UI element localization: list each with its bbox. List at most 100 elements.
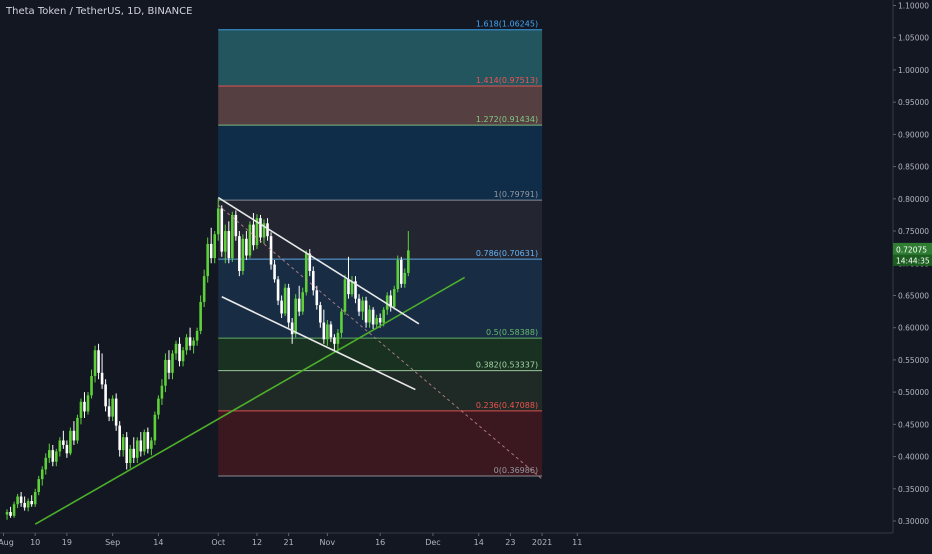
candle (23, 496, 26, 511)
fib-label: 0.236(0.47088) (476, 401, 538, 410)
candle-body (378, 318, 382, 323)
candle (111, 395, 114, 422)
candle-body (266, 223, 269, 237)
candle (181, 347, 185, 367)
fib-label: 1.618(1.06245) (476, 20, 538, 29)
candle-body (375, 318, 378, 325)
y-tick-label: 0.35000 (898, 485, 929, 494)
candle-body (343, 279, 347, 312)
fib-label: 1(0.79791) (494, 190, 538, 199)
candle (143, 429, 146, 456)
candle-body (269, 236, 273, 265)
candle-body (206, 243, 209, 277)
candle-body (195, 330, 199, 341)
candle (19, 492, 23, 507)
candle (5, 509, 9, 520)
candle (375, 314, 378, 329)
candle-body (311, 270, 315, 291)
fib-zone (218, 125, 543, 201)
candle-body (308, 253, 312, 271)
candle (188, 327, 192, 351)
candle-body (44, 457, 48, 470)
candle (150, 437, 153, 456)
candle (58, 437, 62, 457)
candle (255, 214, 259, 250)
candle-body (12, 504, 16, 516)
candle (396, 255, 400, 293)
candle (361, 296, 364, 320)
candle (202, 269, 206, 308)
x-tick-label: Aug (0, 538, 14, 547)
candle (259, 214, 262, 243)
candle-body (40, 469, 44, 480)
y-tick-label: 0.85000 (898, 163, 929, 172)
candle (174, 340, 178, 360)
fib-zones (218, 29, 543, 476)
candle (125, 432, 129, 470)
candle-body (19, 496, 23, 503)
candle-body (290, 322, 294, 335)
candle-body (150, 440, 153, 449)
y-tick-label: 1.00000 (898, 66, 929, 75)
candle (294, 294, 297, 338)
candle-body (157, 398, 160, 415)
candle-body (51, 450, 55, 462)
candle-body (9, 511, 12, 516)
x-tick-label: 21 (284, 538, 294, 547)
candle-body (47, 450, 51, 458)
candle-body (132, 448, 136, 458)
candle-body (209, 243, 213, 259)
x-tick-label: 16 (375, 538, 385, 547)
candle-body (107, 406, 111, 417)
candle (389, 290, 393, 312)
candle-body (62, 440, 65, 445)
price-countdown: 14:44:35 (896, 256, 930, 265)
candle-body (188, 337, 192, 346)
candle (403, 268, 407, 288)
candle (343, 274, 347, 315)
candle-body (347, 279, 350, 295)
candle-body (368, 309, 371, 323)
fib-zone (218, 85, 543, 126)
candle-body (245, 238, 248, 256)
candle-body (185, 337, 188, 351)
candle-body (79, 401, 83, 418)
candle (44, 453, 48, 475)
candle-body (216, 208, 220, 235)
candle (227, 221, 231, 264)
fib-levels: 1.618(1.06245) 1.414(0.97513) 1.272(0.9143… (218, 20, 543, 477)
candle (160, 379, 164, 406)
candle (132, 437, 136, 464)
fib-label: 0.5(0.58388) (486, 328, 538, 337)
candle-body (199, 301, 202, 331)
candle-body (223, 231, 227, 252)
candle-body (322, 322, 326, 340)
price-label-box (893, 242, 932, 255)
y-tick-label: 0.50000 (898, 388, 929, 397)
candle-body (382, 309, 385, 323)
candle-body (385, 295, 389, 310)
candle (51, 444, 55, 467)
fib-zone (218, 370, 543, 411)
candle-body (403, 272, 407, 284)
candle-body (23, 502, 26, 508)
candle (283, 283, 287, 317)
candle-body (114, 398, 118, 426)
candle-body (231, 214, 234, 259)
candle (72, 421, 76, 445)
candle-body (33, 492, 37, 505)
candle (9, 506, 12, 518)
x-tick-label: 14 (153, 538, 163, 547)
candle-body (86, 395, 90, 412)
y-tick-label: 1.05000 (898, 34, 929, 43)
candle-body (58, 440, 62, 452)
candle (171, 350, 174, 380)
candle (273, 260, 276, 283)
x-tick-label: Oct (211, 538, 225, 547)
candle (178, 337, 181, 367)
candle (97, 343, 100, 380)
y-tick-label: 0.30000 (898, 517, 929, 526)
candle (407, 231, 410, 277)
